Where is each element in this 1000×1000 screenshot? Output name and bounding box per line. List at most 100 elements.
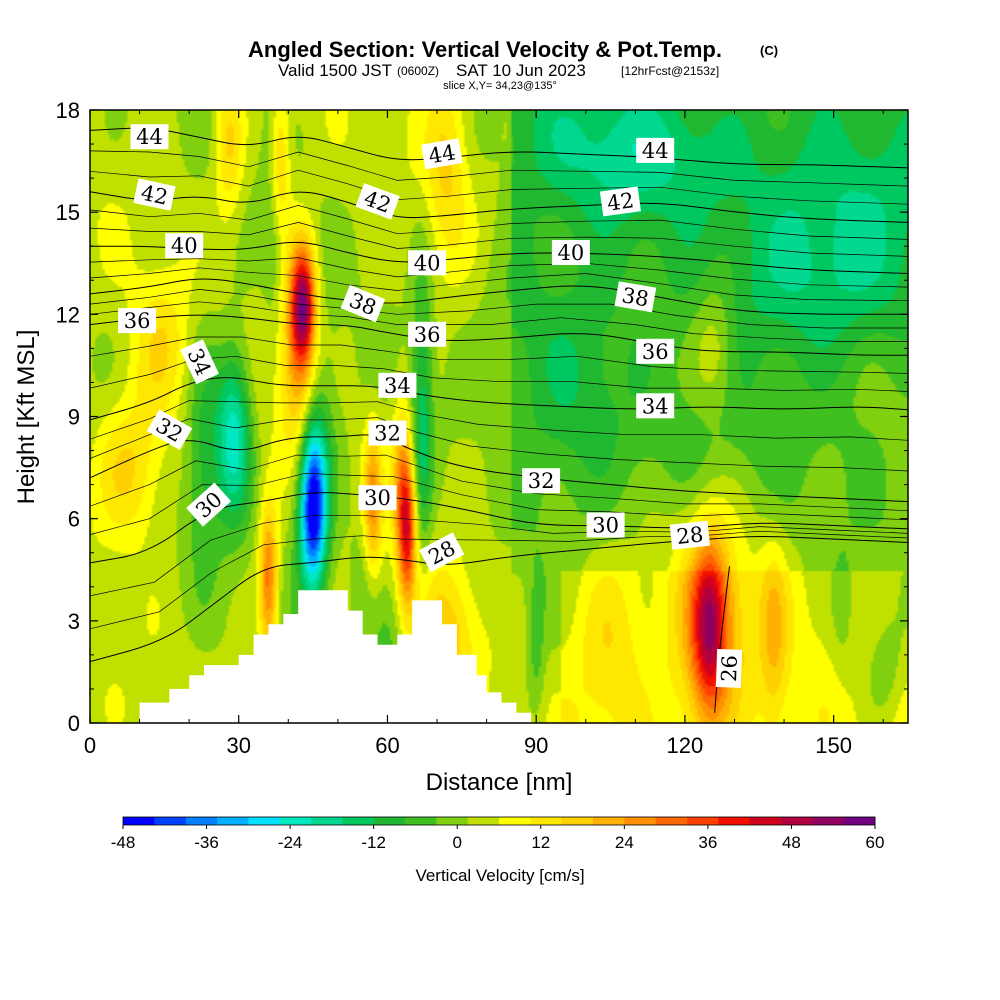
theta-contour-minor <box>90 289 908 329</box>
x-tick-label: 0 <box>84 733 96 758</box>
contour-label-box <box>133 178 176 211</box>
contour-label-box <box>118 308 157 334</box>
contour-label-text: 36 <box>124 309 151 333</box>
contour-label-box <box>614 281 657 313</box>
contour-label-text: 30 <box>592 514 619 538</box>
contour-label-text: 30 <box>364 486 391 510</box>
colorbar-swatch <box>687 817 719 825</box>
contour-label-box <box>669 520 711 550</box>
theta-contour-minor <box>90 514 908 597</box>
contour-label-text: 40 <box>558 241 585 265</box>
colorbar-tick-label: 36 <box>698 833 717 852</box>
contour-label: 34 <box>636 393 675 419</box>
contour-label-text: 36 <box>414 323 441 347</box>
contour-label-text: 36 <box>642 340 669 364</box>
colorbar-swatch <box>624 817 657 825</box>
theta-contour-30 <box>90 492 908 564</box>
colorbar-swatch <box>843 817 876 825</box>
valid-time-d: [12hrFcst@2153z] <box>621 64 719 78</box>
contour-label-box <box>586 512 625 538</box>
y-tick-label: 15 <box>56 200 80 225</box>
contour-label: 32 <box>368 420 407 446</box>
contour-label-text: 40 <box>171 234 198 258</box>
contour-label: 40 <box>408 250 447 276</box>
valid-time-a: Valid 1500 JST <box>278 61 392 80</box>
contour-label-text: 40 <box>414 251 441 275</box>
y-tick-label: 3 <box>68 609 80 634</box>
y-tick-label: 0 <box>68 711 80 736</box>
contour-label-box <box>180 339 219 385</box>
x-axis-title: Distance [nm] <box>426 769 573 796</box>
contour-label-text: 44 <box>642 139 669 163</box>
contour-label-box <box>421 138 463 170</box>
theta-contour-minor <box>90 417 908 472</box>
contour-label-box <box>358 485 397 511</box>
x-tick-label: 120 <box>667 733 704 758</box>
contour-label-box <box>551 240 590 265</box>
colorbar-swatch <box>561 817 594 825</box>
colorbar-swatch <box>655 817 688 825</box>
contour-label: 36 <box>636 338 675 364</box>
theta-contour-minor <box>90 454 908 512</box>
colorbar-swatch <box>123 817 155 825</box>
contour-label: 44 <box>636 137 675 163</box>
colorbar-tick-label: -12 <box>361 833 386 852</box>
contour-label: 32 <box>522 468 561 494</box>
colorbar-swatch <box>781 817 813 825</box>
potential-temperature-contours <box>90 127 908 713</box>
colorbar-swatch <box>217 817 249 825</box>
contour-label-box <box>419 532 465 573</box>
terrain-mask <box>90 590 908 724</box>
contour-label: 30 <box>586 512 625 538</box>
copyright-mark: (C) <box>760 43 778 58</box>
theta-contour-minor <box>90 150 908 187</box>
contour-label: 26 <box>715 649 743 688</box>
colorbar-swatch <box>593 817 625 825</box>
colorbar-swatch <box>718 817 751 825</box>
contour-label-text: 26 <box>717 655 742 683</box>
colorbar-title: Vertical Velocity [cm/s] <box>415 866 584 885</box>
vertical-velocity-field <box>90 110 908 723</box>
contour-label: 42 <box>133 178 176 211</box>
theta-contour-38 <box>90 278 908 315</box>
colorbar-swatch <box>812 817 845 825</box>
contour-label-box <box>636 393 675 419</box>
colorbar-tick-label: -48 <box>111 833 136 852</box>
colorbar-tick-label: 48 <box>782 833 801 852</box>
contour-label: 30 <box>358 485 397 511</box>
contour-label-box <box>186 482 232 527</box>
y-tick-label: 18 <box>56 98 80 123</box>
colorbar-swatch <box>342 817 375 825</box>
colorbar-tick-label: -36 <box>194 833 219 852</box>
contour-label: 40 <box>165 233 204 259</box>
contour-label-box <box>636 137 675 163</box>
theta-contour-minor <box>90 267 908 302</box>
contour-label: 38 <box>614 281 657 313</box>
valid-time-c: SAT 10 Jun 2023 <box>456 61 586 80</box>
contour-label-box <box>715 649 743 688</box>
colorbar-swatch <box>405 817 437 825</box>
contour-label-text: 28 <box>675 522 704 549</box>
y-tick-label: 12 <box>56 302 80 327</box>
contour-label-text: 34 <box>384 374 411 398</box>
contour-label-text: 44 <box>427 140 457 168</box>
theta-contour-minor <box>90 205 908 240</box>
contour-label: 36 <box>408 321 447 347</box>
colorbar-swatch <box>185 817 218 825</box>
colorbar-swatch <box>530 817 563 825</box>
colorbar-swatch <box>499 817 531 825</box>
contour-label: 44 <box>421 138 463 170</box>
x-tick-label: 90 <box>524 733 548 758</box>
colorbar-swatch <box>279 817 312 825</box>
contour-label: 34 <box>378 372 417 398</box>
colorbar-swatch <box>373 817 406 825</box>
theta-contour-32 <box>90 434 908 503</box>
colorbar-tick-label: 0 <box>452 833 461 852</box>
contour-label-box <box>146 409 193 450</box>
x-tick-label: 60 <box>375 733 399 758</box>
contour-label: 40 <box>551 240 590 265</box>
x-tick-label: 30 <box>226 733 250 758</box>
y-tick-label: 6 <box>68 507 80 532</box>
